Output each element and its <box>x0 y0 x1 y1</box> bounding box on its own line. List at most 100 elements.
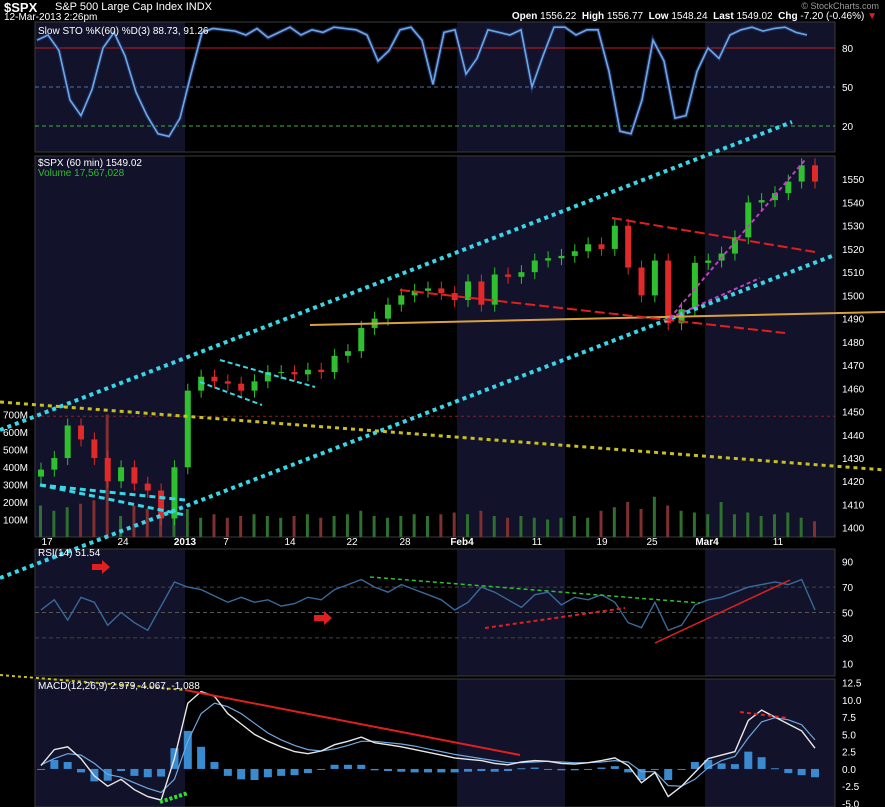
price-panel-frame <box>34 155 836 538</box>
volume-bar <box>225 517 229 537</box>
rsi-green-trend <box>369 576 701 604</box>
high-label: High <box>581 11 605 22</box>
candle-body <box>665 260 672 324</box>
candle-body <box>184 390 191 468</box>
timestamp: 12-Mar-2013 2:26pm <box>4 12 98 23</box>
candle-body <box>598 244 605 249</box>
volume-bar <box>706 514 710 537</box>
candle-body <box>251 381 258 391</box>
macd-histogram-bar <box>544 768 553 770</box>
macd-histogram-bar <box>317 768 326 770</box>
rsi-legend: RSI(14) 51.54 <box>38 548 101 559</box>
volume-bar <box>759 516 763 537</box>
flag-lower <box>39 483 186 502</box>
macd-histogram-bar <box>730 764 739 769</box>
macd-histogram-bar <box>464 768 473 772</box>
macd-histogram-bar <box>770 768 779 770</box>
volume-bar <box>265 516 269 537</box>
candle-body <box>785 181 792 194</box>
macd-histogram-bar <box>397 768 406 772</box>
rsi-red-uptrend <box>654 579 791 644</box>
volume-tick-label: 700M <box>3 411 28 422</box>
candle-body <box>425 288 431 291</box>
candle-body <box>118 467 125 482</box>
x-tick-label: 28 <box>399 537 411 548</box>
volume-bar <box>372 516 376 537</box>
macd-histogram-bar <box>704 759 713 769</box>
macd-histogram-bar <box>557 768 566 771</box>
volume-bar <box>279 517 283 537</box>
volume-bar <box>599 510 603 537</box>
macd-tick-label: 12.5 <box>842 678 862 689</box>
candle-body <box>331 355 338 373</box>
volume-bar <box>626 502 630 537</box>
low-value: 1548.24 <box>671 11 708 22</box>
price-shade-band <box>457 156 565 537</box>
sto-k-line <box>36 26 808 138</box>
chg-value: -7.20 (-0.46%) <box>800 11 865 22</box>
candle-body <box>131 467 138 484</box>
volume-bar <box>719 502 723 537</box>
chg-label: Chg <box>778 11 798 22</box>
candle-body <box>465 281 472 301</box>
macd-histogram-bar <box>477 768 486 772</box>
volume-bar <box>239 516 243 537</box>
candle-body <box>771 193 778 201</box>
volume-bar <box>412 514 416 537</box>
support-line <box>309 311 885 326</box>
macd-histogram-bar <box>797 768 806 776</box>
candle-body <box>158 490 165 519</box>
macd-histogram-bar <box>650 768 659 770</box>
price-tick-label: 1500 <box>842 291 865 302</box>
candle-body <box>358 327 365 352</box>
candle-body <box>491 274 498 305</box>
price-legend: $SPX (60 min) 1549.02 <box>38 158 142 169</box>
macd-signal-line <box>40 702 816 794</box>
macd-histogram-bar <box>424 768 432 773</box>
volume-tick-label: 200M <box>3 498 28 509</box>
macd-histogram-bar <box>183 730 192 769</box>
price-tick-label: 1440 <box>842 431 865 442</box>
x-tick-label: 11 <box>532 537 543 548</box>
candle-body <box>651 260 658 296</box>
macd-histogram-bar <box>277 768 286 776</box>
macd-shade-band <box>705 679 835 807</box>
candle-body <box>798 165 805 182</box>
rsi-red-trend <box>484 607 626 629</box>
volume-bar <box>132 505 136 537</box>
candle-body <box>731 237 738 254</box>
sto-tick-label: 80 <box>842 44 854 55</box>
candle-body <box>91 439 98 459</box>
price-tick-label: 1540 <box>842 198 865 209</box>
volume-bar <box>319 517 323 537</box>
sto-legend: Slow STO %K(60) %D(3) 88.73, 91.26 <box>38 26 209 37</box>
macd-histogram-bar <box>784 768 793 774</box>
volume-bar <box>786 512 790 537</box>
volume-bar <box>652 496 656 537</box>
macd-histogram-bar <box>530 767 539 769</box>
price-tick-label: 1480 <box>842 338 865 349</box>
macd-legend: MACD(12,26,9) 2.979, 4.067, -1.088 <box>38 681 200 692</box>
volume-bar <box>559 517 563 537</box>
volume-bar <box>119 516 123 537</box>
macd-histogram-bar <box>811 768 819 778</box>
volume-bar <box>359 510 363 537</box>
volume-bar <box>546 519 550 537</box>
volume-bar <box>345 514 349 537</box>
index-full-name: S&P 500 Large Cap Index <box>55 1 183 13</box>
volume-bar <box>252 514 256 537</box>
volume-bar <box>399 516 403 537</box>
macd-histogram-bar <box>357 764 366 769</box>
open-value: 1556.22 <box>540 11 577 22</box>
candle-body <box>451 293 458 301</box>
x-tick-label: 17 <box>41 537 53 548</box>
ticker-symbol[interactable]: $SPX <box>4 0 38 15</box>
macd-shade-band <box>35 679 185 807</box>
price-tick-label: 1410 <box>842 500 865 511</box>
red-trend-upper <box>611 217 816 253</box>
price-tick-label: 1400 <box>842 524 865 535</box>
macd-red-trend <box>184 689 521 756</box>
macd-histogram-bar <box>63 762 72 769</box>
macd-histogram-bar <box>637 768 646 781</box>
macd-histogram-bar <box>130 768 139 776</box>
